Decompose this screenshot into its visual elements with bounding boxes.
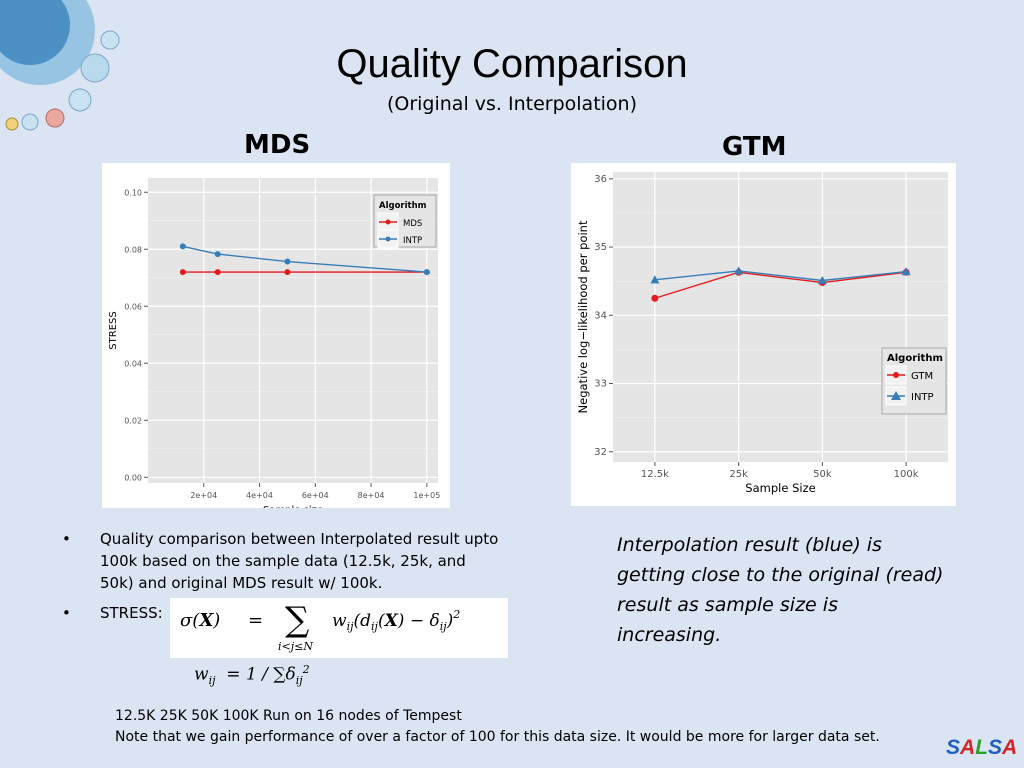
x-tick-label: 12.5k — [641, 469, 669, 480]
y-tick-label: 32 — [594, 447, 607, 458]
x-tick-label: 100k — [894, 469, 919, 480]
bullet-item: • Quality comparison between Interpolate… — [62, 528, 502, 594]
data-point — [817, 275, 827, 285]
globe-decoration — [0, 0, 120, 131]
gtm-heading: GTM — [722, 132, 787, 162]
slide-title: Quality Comparison — [336, 42, 688, 86]
footnote-line-2: Note that we gain performance of over a … — [115, 729, 880, 745]
svg-text:=: = — [248, 610, 263, 631]
bullet-item: • STRESS: — [62, 602, 502, 624]
y-axis-label: STRESS — [108, 311, 119, 349]
data-point — [284, 258, 291, 265]
x-axis-label: Sample size — [263, 505, 323, 508]
legend-label: GTM — [911, 371, 933, 382]
data-point — [901, 267, 911, 276]
data-point — [214, 251, 221, 258]
data-point — [423, 269, 430, 276]
x-tick-label: 6e+04 — [302, 491, 329, 500]
logo-letter: A — [1002, 736, 1018, 759]
y-tick-label: 0.10 — [124, 188, 142, 197]
x-tick-label: 1e+05 — [413, 491, 440, 500]
mds-chart: 0.00 0.02 0.04 0.06 0.08 0.10 2e+04 4e+04 6e+04 8… — [102, 163, 450, 508]
footnote: 12.5K 25K 50K 100K Run on 16 nodes of Te… — [115, 706, 995, 748]
legend-marker — [385, 236, 391, 242]
y-tick-label: 0.04 — [124, 359, 142, 368]
data-point — [650, 275, 660, 284]
gtm-chart-svg: 32 33 34 35 36 12.5k 25k 50k 100k Sample Size Nega… — [576, 172, 948, 495]
data-point — [734, 266, 744, 275]
salsa-logo: SALSA — [946, 736, 1017, 760]
mds-chart-svg: 0.00 0.02 0.04 0.06 0.08 0.10 2e+04 4e+04 6e+04 8… — [108, 178, 440, 508]
svg-text:wij(dij(X) − δij)2: wij(dij(X) − δij)2 — [332, 608, 460, 633]
x-tick-label: 25k — [729, 469, 748, 480]
weight-formula: wij = 1 / ∑δij2 — [194, 663, 310, 688]
series-line — [654, 271, 907, 299]
series-line — [654, 270, 907, 282]
y-tick-label: 35 — [594, 242, 607, 253]
legend-title: Algorithm — [887, 353, 943, 364]
data-point — [179, 243, 186, 250]
y-tick-label: 36 — [594, 174, 607, 185]
slide-subtitle: (Original vs. Interpolation) — [386, 93, 638, 115]
gtm-chart: 32 33 34 35 36 12.5k 25k 50k 100k Sample Size Nega… — [571, 163, 956, 506]
stress-formula-svg: σ(X) = ∑ i<j≤N wij(dij(X) − δij)2 — [180, 600, 460, 653]
logo-letter: A — [960, 736, 976, 759]
y-tick-label: 33 — [594, 379, 607, 390]
stress-formula: σ(X) = ∑ i<j≤N wij(dij(X) − δij)2 — [170, 598, 508, 658]
svg-text:i<j≤N: i<j≤N — [278, 640, 313, 653]
legend-title: Algorithm — [379, 201, 427, 211]
legend-marker — [893, 372, 899, 378]
logo-letter: L — [975, 736, 989, 759]
data-point — [179, 269, 186, 276]
series-line — [182, 245, 427, 273]
data-point — [214, 269, 221, 276]
x-axis-label: Sample Size — [745, 481, 815, 495]
x-tick-label: 2e+04 — [190, 491, 217, 500]
interpolation-note: Interpolation result (blue) is getting c… — [617, 534, 944, 646]
bullet-text: STRESS: — [100, 604, 163, 622]
x-tick-label: 8e+04 — [358, 491, 385, 500]
logo-letter: S — [946, 736, 961, 759]
legend-marker — [891, 391, 901, 400]
data-point — [651, 294, 659, 302]
data-point — [284, 269, 291, 276]
mds-heading: MDS — [244, 130, 311, 160]
svg-text:σ(X): σ(X) — [180, 610, 220, 631]
bullet-dot-icon: • — [62, 530, 71, 548]
footnote-line-1: 12.5K 25K 50K 100K Run on 16 nodes of Te… — [115, 708, 462, 724]
legend-label: INTP — [403, 236, 422, 246]
y-tick-label: 0.00 — [124, 473, 142, 482]
bullet-dot-icon: • — [62, 604, 71, 622]
y-tick-label: 0.06 — [124, 302, 142, 311]
y-tick-label: 0.02 — [124, 416, 142, 425]
y-axis-label: Negative log−likelihood per point — [576, 220, 590, 413]
legend-label: INTP — [911, 392, 934, 403]
y-tick-label: 0.08 — [124, 245, 142, 254]
bullet-list: • Quality comparison between Interpolate… — [62, 528, 502, 632]
legend-label: MDS — [403, 219, 422, 229]
y-tick-label: 34 — [594, 310, 607, 321]
x-tick-label: 4e+04 — [246, 491, 273, 500]
legend-marker — [385, 219, 391, 225]
bullet-text: Quality comparison between Interpolated … — [100, 530, 499, 592]
logo-letter: S — [988, 736, 1003, 759]
x-tick-label: 50k — [813, 469, 832, 480]
svg-text:∑: ∑ — [285, 600, 309, 640]
plot-panel — [613, 172, 948, 462]
